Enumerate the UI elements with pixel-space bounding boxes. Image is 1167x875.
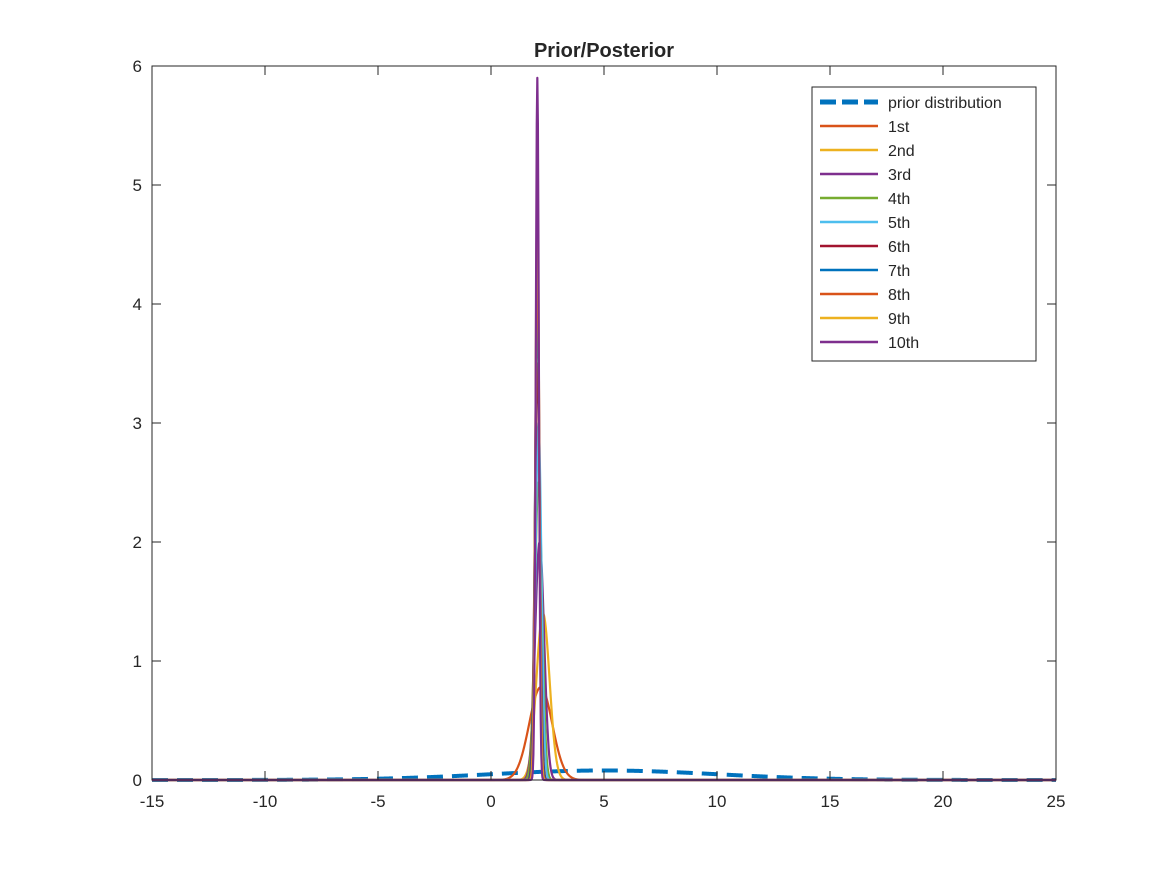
y-tick-label: 3 bbox=[133, 414, 142, 433]
y-tick-label: 0 bbox=[133, 771, 142, 790]
legend-label: 6th bbox=[888, 239, 910, 256]
x-tick-label: 10 bbox=[708, 792, 727, 811]
legend-label: 2nd bbox=[888, 143, 915, 160]
legend-label: 4th bbox=[888, 191, 910, 208]
legend-label: 9th bbox=[888, 311, 910, 328]
legend-label: 7th bbox=[888, 263, 910, 280]
y-axis-ticks: 0 1 2 3 4 5 6 bbox=[133, 57, 1056, 790]
y-tick-label: 6 bbox=[133, 57, 142, 76]
legend-label: 8th bbox=[888, 287, 910, 304]
y-tick-label: 5 bbox=[133, 176, 142, 195]
x-tick-label: 5 bbox=[599, 792, 608, 811]
x-tick-label: 20 bbox=[934, 792, 953, 811]
x-tick-label: 0 bbox=[486, 792, 495, 811]
x-tick-label: 15 bbox=[821, 792, 840, 811]
legend: prior distribution 1st 2nd 3rd 4th 5th 6th 7th 8… bbox=[811, 86, 1037, 362]
chart-title: Prior/Posterior bbox=[534, 40, 674, 62]
legend-box bbox=[811, 86, 1037, 362]
x-tick-label: 25 bbox=[1047, 792, 1066, 811]
x-tick-label: -5 bbox=[370, 792, 385, 811]
x-tick-label: -10 bbox=[253, 792, 278, 811]
x-axis-ticks: -15 -10 -5 0 5 10 15 20 25 bbox=[140, 66, 1066, 811]
legend-label: prior distribution bbox=[888, 95, 1002, 112]
y-tick-label: 4 bbox=[133, 295, 142, 314]
legend-label: 1st bbox=[888, 119, 910, 136]
x-tick-label: -15 bbox=[140, 792, 165, 811]
legend-label: 10th bbox=[888, 335, 919, 352]
legend-label: 3rd bbox=[888, 167, 911, 184]
y-tick-label: 2 bbox=[133, 533, 142, 552]
y-tick-label: 1 bbox=[133, 652, 142, 671]
legend-label: 5th bbox=[888, 215, 910, 232]
